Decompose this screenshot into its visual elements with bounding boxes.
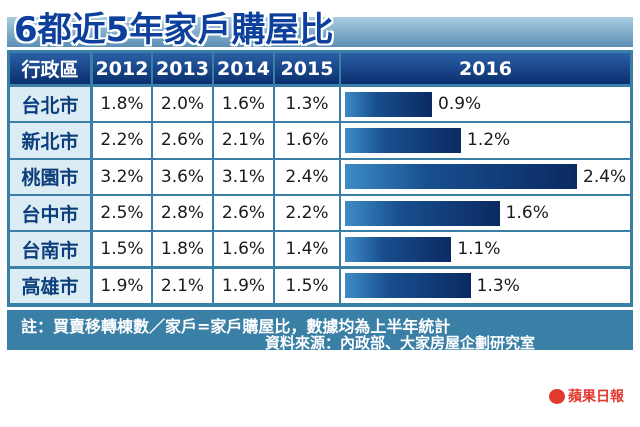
table-cell: 1.9% xyxy=(93,268,151,303)
bar-2016 xyxy=(345,236,452,262)
footnote: 註：買賣移轉棟數／家戶=家戶購屋比，數據均為上半年統計 xyxy=(21,317,451,336)
chart-title: 6都近5年家戶購屋比 xyxy=(14,10,334,50)
row-city: 新北市 xyxy=(10,123,90,158)
bar-value-label: 1.3% xyxy=(476,275,520,296)
table-cell: 2.6% xyxy=(214,195,273,231)
bar-value-label: 0.9% xyxy=(438,94,482,115)
row-city: 高雄市 xyxy=(10,268,90,303)
table-cell: 3.1% xyxy=(214,159,273,194)
table-cell: 1.6% xyxy=(275,123,339,158)
row-city: 台北市 xyxy=(10,87,90,122)
table-cell: 1.8% xyxy=(93,87,151,122)
header-year-2013: 2013 xyxy=(153,53,212,84)
table-cell: 1.5% xyxy=(93,232,151,267)
row-city: 台南市 xyxy=(10,232,90,267)
bar-value-label: 1.2% xyxy=(467,130,511,151)
table-cell: 1.9% xyxy=(214,268,273,303)
table-cell: 2.0% xyxy=(153,87,212,122)
bar-2016 xyxy=(345,164,577,190)
bar-cell: 0.9% xyxy=(341,87,630,122)
table-cell: 1.3% xyxy=(275,87,339,122)
logo-text: 蘋果日報 xyxy=(568,389,624,405)
bar-cell: 1.2% xyxy=(341,123,630,158)
header-region: 行政區 xyxy=(10,53,90,84)
title-bar xyxy=(7,17,633,47)
header-year-2012: 2012 xyxy=(93,53,151,84)
source-note: 資料來源：內政部、大家房屋企劃研究室 xyxy=(265,334,536,352)
table-cell: 1.4% xyxy=(275,232,339,267)
row-city: 桃園市 xyxy=(10,159,90,194)
bar-cell: 1.6% xyxy=(341,195,630,231)
table-cell: 1.5% xyxy=(275,268,339,303)
bar-2016 xyxy=(345,127,461,153)
publisher-logo: 蘋果日報 xyxy=(549,386,624,406)
table-cell: 3.6% xyxy=(153,159,212,194)
table-cell: 2.6% xyxy=(153,123,212,158)
table-cell: 1.6% xyxy=(214,87,273,122)
table-cell: 3.2% xyxy=(93,159,151,194)
table-cell: 1.6% xyxy=(214,232,273,267)
table-cell: 1.8% xyxy=(153,232,212,267)
table-cell: 2.2% xyxy=(93,123,151,158)
apple-logo-icon xyxy=(549,388,565,404)
table-cell: 2.1% xyxy=(214,123,273,158)
bar-value-label: 1.6% xyxy=(505,203,549,224)
bar-cell: 2.4% xyxy=(341,159,630,194)
table-cell: 2.5% xyxy=(93,195,151,231)
bar-cell: 1.3% xyxy=(341,268,630,303)
bar-value-label: 1.1% xyxy=(457,239,501,260)
table-cell: 2.4% xyxy=(275,159,339,194)
bar-2016 xyxy=(345,200,500,226)
data-table: 行政區 2012 2013 2014 2015 2016 台北市 1.8% 2.0% 1.6% 1.… xyxy=(7,50,633,307)
table-cell: 2.1% xyxy=(153,268,212,303)
bar-cell: 1.1% xyxy=(341,232,630,267)
table-cell: 2.2% xyxy=(275,195,339,231)
bar-value-label: 2.4% xyxy=(583,166,627,187)
header-year-2014: 2014 xyxy=(214,53,273,84)
bar-2016 xyxy=(345,273,471,299)
bar-2016 xyxy=(345,91,432,117)
notes-panel: 註：買賣移轉棟數／家戶=家戶購屋比，數據均為上半年統計 資料來源：內政部、大家房… xyxy=(7,310,633,352)
row-city: 台中市 xyxy=(10,195,90,231)
header-year-2015: 2015 xyxy=(275,53,339,84)
table-cell: 2.8% xyxy=(153,195,212,231)
header-year-latest: 2016 xyxy=(341,53,630,84)
